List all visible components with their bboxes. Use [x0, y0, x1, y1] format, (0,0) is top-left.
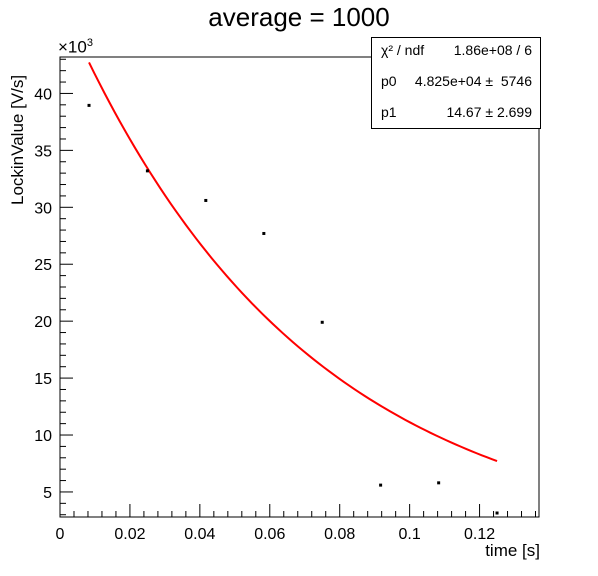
x-tick-label: 0.06 [254, 526, 285, 543]
data-point [437, 481, 441, 485]
fit-curve [88, 62, 498, 463]
y-tick-label: 20 [34, 314, 52, 331]
y-multiplier-base: ×10 [58, 37, 87, 57]
stats-name: p0 [381, 73, 397, 89]
data-point [145, 169, 149, 173]
stats-value: 1.86e+08 / 6 [453, 42, 532, 58]
y-tick-label: 30 [34, 200, 52, 217]
x-axis: 0 0.02 0.04 0.06 0.08 0.1 0.12 [56, 504, 537, 543]
y-tick-label: 15 [34, 371, 52, 388]
data-point [87, 103, 91, 107]
data-point [262, 231, 266, 235]
x-tick-label: 0.12 [464, 526, 495, 543]
y-tick-label: 10 [34, 428, 52, 445]
x-tick-label: 0.08 [324, 526, 355, 543]
y-tick-label: 40 [34, 86, 52, 103]
stats-value: 4.825e+04 ± 5746 [414, 73, 532, 89]
chart-title: average = 1000 [208, 2, 390, 32]
stats-row-p0: p0 4.825e+04 ± 5746 [372, 69, 542, 93]
x-tick-label: 0.04 [184, 526, 215, 543]
fit-layer [88, 62, 498, 463]
stats-name: χ² / ndf [381, 42, 425, 58]
data-point [204, 198, 208, 202]
y-tick-label: 5 [43, 485, 52, 502]
data-point [320, 320, 324, 324]
x-tick-label: 0.1 [399, 526, 421, 543]
y-axis-title: LockinValue [V/s] [8, 74, 27, 205]
x-tick-label: 0 [56, 526, 65, 543]
y-axis: 5 10 15 20 25 30 35 40 [34, 58, 73, 516]
y-tick-label: 35 [34, 143, 52, 160]
y-tick-label: 25 [34, 257, 52, 274]
stats-row-chi2: χ² / ndf 1.86e+08 / 6 [372, 38, 542, 62]
data-point [379, 483, 383, 487]
y-multiplier-exponent: 3 [86, 37, 93, 49]
stats-row-p1: p1 14.67 ± 2.699 [372, 100, 542, 124]
points-layer [87, 103, 499, 515]
stats-name: p1 [381, 104, 397, 120]
fit-stats-box: χ² / ndf 1.86e+08 / 6 p0 4.825e+04 ± 574… [371, 37, 541, 129]
y-axis-multiplier: ×103 [58, 37, 93, 58]
x-axis-title: time [s] [485, 541, 540, 560]
data-point [495, 511, 499, 515]
stats-value: 14.67 ± 2.699 [446, 104, 532, 120]
x-tick-label: 0.02 [114, 526, 145, 543]
